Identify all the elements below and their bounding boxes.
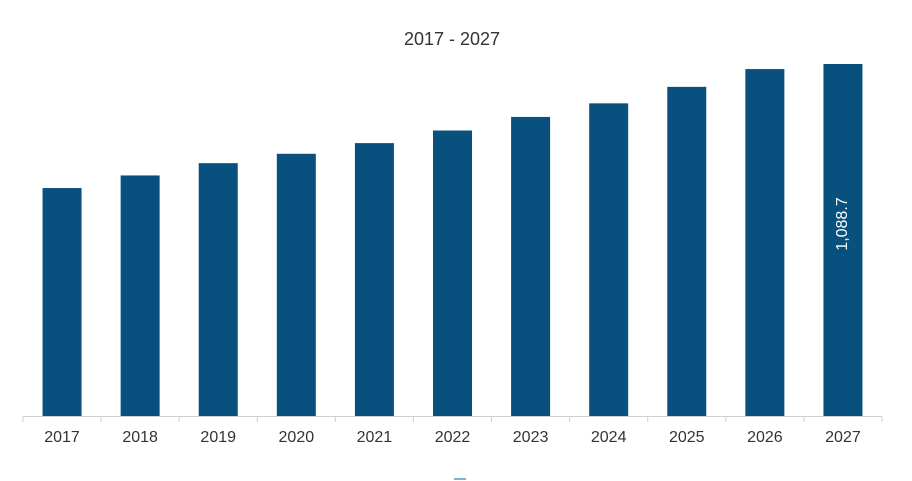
x-tick-label: 2024 bbox=[591, 429, 627, 446]
x-tick-label: 2021 bbox=[357, 429, 393, 446]
bar bbox=[433, 130, 472, 417]
bar bbox=[667, 86, 707, 416]
bar bbox=[198, 163, 238, 416]
bar bbox=[589, 103, 629, 417]
bar bbox=[745, 69, 785, 417]
x-tick-label: 2020 bbox=[279, 429, 315, 446]
x-tick-label: 2022 bbox=[435, 429, 471, 446]
chart-title: 2017 - 2027 bbox=[404, 29, 500, 49]
bar bbox=[511, 116, 551, 417]
x-tick-label: 2017 bbox=[44, 429, 80, 446]
value-label: 1,088.7 bbox=[834, 197, 851, 250]
x-tick-label: 2026 bbox=[747, 429, 783, 446]
x-tick-label: 2018 bbox=[122, 429, 158, 446]
bar bbox=[823, 64, 863, 416]
legend-marker bbox=[454, 478, 466, 480]
x-tick-label: 2027 bbox=[825, 429, 861, 446]
bar bbox=[276, 153, 316, 416]
bar bbox=[42, 188, 82, 416]
x-tick-label: 2023 bbox=[513, 429, 549, 446]
x-tick-label: 2025 bbox=[669, 429, 705, 446]
x-tick-label: 2019 bbox=[200, 429, 236, 446]
bar bbox=[120, 175, 160, 416]
bar bbox=[354, 143, 394, 416]
